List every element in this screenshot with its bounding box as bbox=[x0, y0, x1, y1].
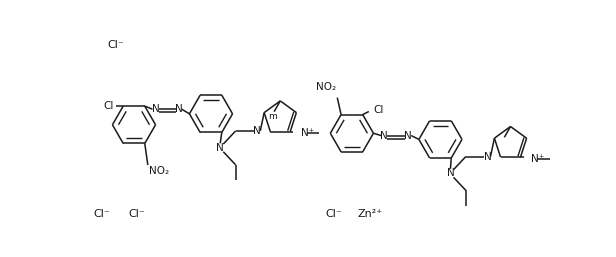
Text: NO₂: NO₂ bbox=[148, 166, 169, 176]
Text: N: N bbox=[404, 131, 412, 141]
Text: m: m bbox=[268, 112, 277, 121]
Text: Zn²⁺: Zn²⁺ bbox=[357, 209, 382, 219]
Text: N: N bbox=[253, 126, 261, 136]
Text: Cl: Cl bbox=[103, 101, 114, 111]
Text: N: N bbox=[216, 143, 224, 153]
Text: N: N bbox=[380, 131, 388, 141]
Text: Cl: Cl bbox=[373, 105, 384, 115]
Text: N: N bbox=[175, 104, 182, 114]
Text: N⁺: N⁺ bbox=[301, 128, 314, 138]
Text: N: N bbox=[484, 152, 492, 162]
Text: N: N bbox=[152, 104, 160, 114]
Text: Cl⁻: Cl⁻ bbox=[93, 209, 110, 219]
Text: Cl⁻: Cl⁻ bbox=[107, 40, 124, 50]
Text: N: N bbox=[447, 169, 455, 178]
Text: Cl⁻: Cl⁻ bbox=[326, 209, 342, 219]
Text: NO₂: NO₂ bbox=[315, 82, 336, 92]
Text: N⁺: N⁺ bbox=[531, 154, 545, 164]
Text: Cl⁻: Cl⁻ bbox=[128, 209, 145, 219]
